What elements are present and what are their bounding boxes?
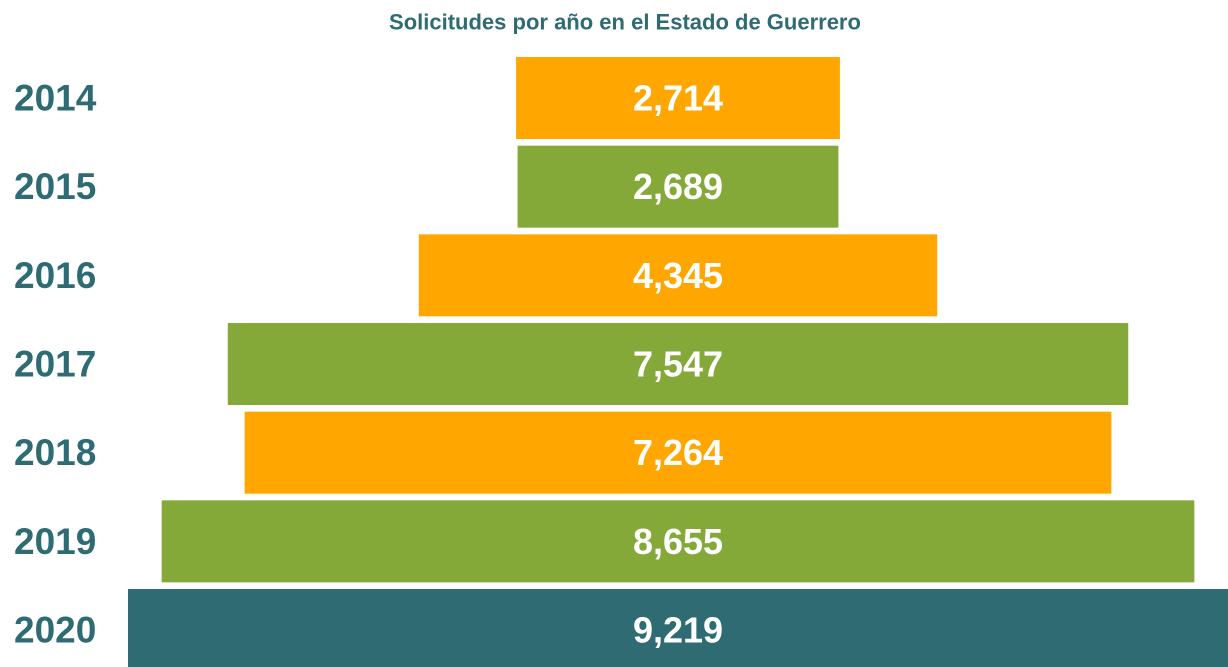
category-label: 2020 <box>14 610 96 651</box>
value-label: 7,547 <box>633 344 723 385</box>
value-label: 7,264 <box>633 432 723 473</box>
bar <box>161 500 1195 583</box>
bar <box>516 57 840 139</box>
bar <box>418 234 938 317</box>
bar <box>128 589 1228 667</box>
value-label: 9,219 <box>633 610 723 651</box>
category-label: 2016 <box>14 255 96 296</box>
chart-title: Solicitudes por año en el Estado de Guer… <box>389 10 861 35</box>
category-label: 2018 <box>14 432 96 473</box>
value-label: 2,714 <box>633 78 723 119</box>
category-label: 2015 <box>14 166 96 207</box>
value-label: 8,655 <box>633 521 723 562</box>
value-label: 4,345 <box>633 255 723 296</box>
bar <box>517 145 839 228</box>
category-label: 2019 <box>14 521 96 562</box>
category-label: 2014 <box>14 78 97 119</box>
bar <box>244 411 1112 494</box>
value-label: 2,689 <box>633 166 723 207</box>
category-label: 2017 <box>14 344 96 385</box>
bar <box>227 323 1129 406</box>
